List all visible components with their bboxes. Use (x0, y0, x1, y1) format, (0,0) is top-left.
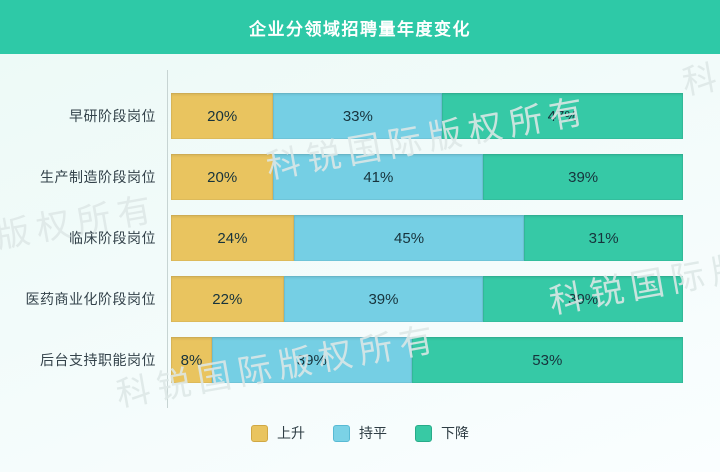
segment-value: 20% (207, 107, 238, 125)
segment-value: 20% (207, 168, 238, 186)
bar-segment-下降: 39% (483, 154, 683, 200)
category-label: 医药商业化阶段岗位 (25, 291, 156, 307)
legend-label: 持平 (359, 425, 387, 441)
segment-value: 53% (532, 351, 563, 369)
bar-segment-持平: 33% (273, 93, 443, 139)
header-bar: 企业分领域招聘量年度变化 (0, 0, 720, 54)
segment-value: 24% (217, 229, 248, 247)
stacked-bar: 24% 45% 31% (171, 215, 683, 261)
category-label: 临床阶段岗位 (69, 230, 156, 246)
bar-row: 早研阶段岗位 20% 33% 47% (0, 93, 720, 139)
legend-item: 上升 (251, 423, 305, 443)
stacked-bar: 22% 39% 39% (171, 276, 683, 322)
bar-row: 生产制造阶段岗位 20% 41% 39% (0, 154, 720, 200)
segment-value: 45% (394, 229, 425, 247)
y-axis-line (167, 70, 168, 408)
segment-value: 39% (368, 290, 399, 308)
stacked-bar: 20% 41% 39% (171, 154, 683, 200)
legend-swatch-上升 (251, 424, 268, 442)
segment-value: 39% (568, 290, 599, 308)
bar-row: 临床阶段岗位 24% 45% 31% (0, 215, 720, 261)
legend-swatch-下降 (415, 424, 432, 442)
bar-row: 后台支持职能岗位 8% 39% 53% (0, 337, 720, 383)
bar-segment-上升: 20% (171, 154, 274, 200)
bar-segment-下降: 31% (524, 215, 683, 261)
legend-label: 下降 (441, 425, 469, 441)
bar-segment-上升: 22% (171, 276, 284, 322)
legend-swatch-持平 (333, 424, 350, 442)
stacked-bar: 20% 33% 47% (171, 93, 683, 139)
bar-segment-持平: 39% (211, 337, 412, 383)
segment-value: 47% (547, 107, 578, 125)
bar-segment-下降: 47% (442, 93, 683, 139)
bar-segment-上升: 24% (171, 215, 294, 261)
category-label: 后台支持职能岗位 (40, 352, 156, 368)
bar-segment-下降: 39% (483, 276, 683, 322)
page-title: 企业分领域招聘量年度变化 (249, 19, 471, 39)
chart-legend: 上升 持平 下降 (0, 423, 720, 443)
bar-segment-上升: 20% (171, 93, 274, 139)
legend-item: 持平 (333, 423, 387, 443)
segment-value: 41% (363, 168, 394, 186)
bar-row: 医药商业化阶段岗位 22% 39% 39% (0, 276, 720, 322)
legend-label: 上升 (277, 425, 305, 441)
segment-value: 8% (180, 351, 203, 369)
bar-segment-下降: 53% (411, 337, 683, 383)
bar-segment-持平: 39% (283, 276, 484, 322)
bar-segment-持平: 45% (293, 215, 525, 261)
segment-value: 39% (296, 351, 327, 369)
legend-item: 下降 (415, 423, 469, 443)
stacked-bar: 8% 39% 53% (171, 337, 683, 383)
bar-chart: 早研阶段岗位 20% 33% 47% 生产制造阶段岗位 20% 41% 39% 临床阶段岗位 24… (0, 93, 720, 398)
segment-value: 33% (342, 107, 373, 125)
segment-value: 31% (588, 229, 619, 247)
category-label: 早研阶段岗位 (69, 108, 156, 124)
bar-segment-上升: 8% (171, 337, 212, 383)
segment-value: 39% (568, 168, 599, 186)
bar-segment-持平: 41% (273, 154, 484, 200)
category-label: 生产制造阶段岗位 (40, 169, 156, 185)
segment-value: 22% (212, 290, 243, 308)
